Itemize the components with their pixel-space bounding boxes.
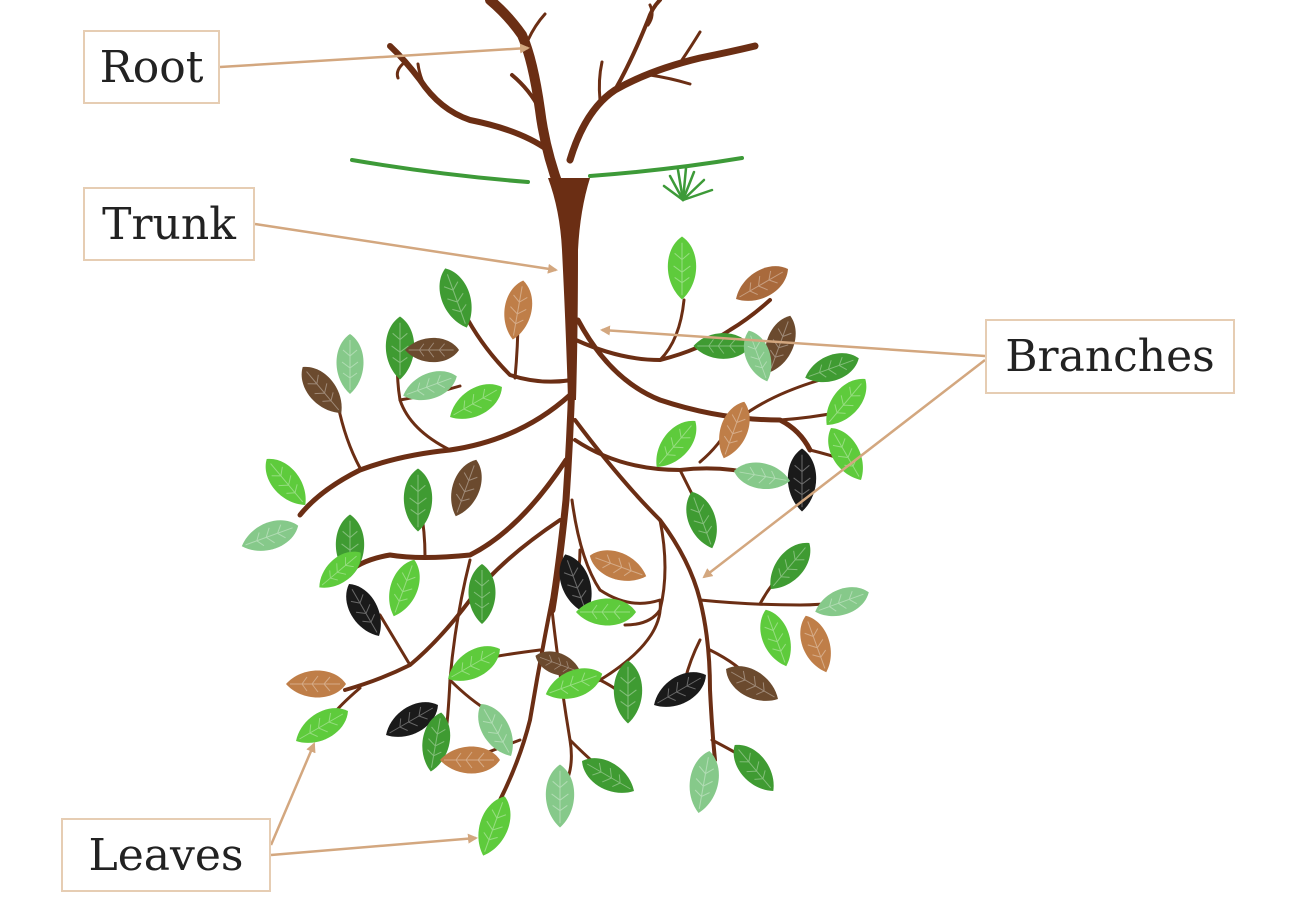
branch-left-6 bbox=[498, 598, 554, 802]
arrow-leaves-lower bbox=[270, 833, 478, 857]
leaf bbox=[689, 750, 719, 814]
root-top-twig bbox=[526, 12, 547, 42]
label-root: Root bbox=[83, 30, 220, 104]
branch-right-4 bbox=[573, 418, 717, 762]
leaf bbox=[800, 615, 831, 673]
leaf bbox=[613, 660, 643, 724]
arrow-branches-lower bbox=[702, 359, 986, 579]
branch-right-2a bbox=[738, 378, 822, 420]
trunk bbox=[548, 178, 590, 400]
leaf bbox=[389, 559, 420, 617]
leaf bbox=[559, 554, 592, 614]
root-right-twig-2 bbox=[646, 3, 654, 27]
leaf bbox=[439, 268, 472, 328]
leaf bbox=[760, 609, 791, 667]
leaf bbox=[686, 491, 717, 549]
leaf bbox=[404, 337, 460, 363]
root-right-twig-5 bbox=[597, 60, 604, 102]
leaf bbox=[667, 236, 697, 300]
leaf bbox=[319, 551, 361, 588]
root-main bbox=[485, 0, 565, 195]
branch-right-2 bbox=[575, 317, 813, 453]
leaf bbox=[733, 462, 791, 489]
leaf bbox=[826, 379, 867, 425]
leaf bbox=[770, 543, 811, 589]
branch-right-5 bbox=[623, 518, 667, 627]
leaf bbox=[726, 666, 778, 701]
grass-tuft bbox=[662, 166, 714, 202]
leaf bbox=[450, 384, 502, 419]
leaf bbox=[478, 704, 513, 756]
root-right-twig-4 bbox=[648, 73, 692, 86]
branch-left-3 bbox=[342, 457, 569, 578]
leaf bbox=[403, 371, 457, 400]
leaf bbox=[719, 401, 750, 459]
ground-line-left bbox=[350, 158, 530, 184]
leaves bbox=[241, 236, 869, 856]
leaf bbox=[805, 353, 859, 382]
label-trunk: Trunk bbox=[83, 187, 255, 261]
arrow-leaves-upper bbox=[269, 742, 316, 846]
leaf bbox=[296, 708, 348, 743]
branch-mid-1 bbox=[550, 608, 573, 792]
ground-grass bbox=[350, 156, 744, 202]
pointer-arrows bbox=[219, 43, 986, 857]
leaf bbox=[582, 758, 634, 793]
label-leaves: Leaves bbox=[61, 818, 271, 892]
branch-left-1 bbox=[297, 392, 573, 518]
leaf bbox=[576, 598, 636, 626]
arrow-root bbox=[219, 43, 530, 69]
ground-line-right bbox=[588, 156, 744, 178]
leaf bbox=[301, 367, 342, 413]
leaf bbox=[451, 459, 482, 517]
root-part bbox=[387, 0, 759, 195]
leaf bbox=[765, 315, 796, 373]
leaf bbox=[403, 468, 433, 532]
leaf bbox=[336, 334, 364, 394]
branch-left-5 bbox=[443, 558, 472, 742]
branch-left-4b bbox=[378, 613, 412, 667]
leaf bbox=[654, 672, 706, 707]
leaf bbox=[385, 316, 415, 380]
leaf bbox=[545, 764, 575, 828]
leaf bbox=[386, 702, 438, 737]
branch-left-1b bbox=[336, 403, 362, 470]
arrow-branches-upper bbox=[600, 325, 986, 358]
leaf bbox=[733, 745, 774, 791]
leaf bbox=[448, 646, 500, 681]
root-left-twig-1 bbox=[416, 62, 432, 97]
arrow-trunk bbox=[254, 222, 558, 274]
root-right-branch bbox=[566, 42, 759, 164]
leaf bbox=[422, 712, 451, 772]
branch-right-1 bbox=[574, 298, 772, 362]
leaf bbox=[440, 746, 500, 774]
root-right-twig-3 bbox=[680, 30, 702, 62]
label-branches: Branches bbox=[985, 319, 1235, 394]
leaf bbox=[265, 459, 306, 505]
leaf bbox=[828, 428, 863, 480]
root-left-twig-2 bbox=[395, 60, 407, 80]
leaf bbox=[815, 587, 869, 616]
root-left-branch bbox=[387, 43, 551, 153]
branch-trunk-lower bbox=[548, 376, 576, 614]
branch-left-2 bbox=[466, 318, 574, 384]
leaf bbox=[286, 670, 346, 698]
branch-right-1a bbox=[658, 298, 686, 362]
branch-right-4a bbox=[698, 598, 842, 607]
leaf bbox=[656, 421, 697, 467]
leaf bbox=[346, 584, 381, 636]
leaf bbox=[736, 266, 788, 301]
leaf bbox=[545, 668, 603, 699]
leaf bbox=[504, 280, 533, 340]
branch-left-4 bbox=[343, 518, 562, 692]
leaf bbox=[468, 564, 496, 624]
root-mid-branch bbox=[510, 73, 542, 112]
root-right-twig-1 bbox=[613, 0, 662, 92]
leaf bbox=[743, 330, 772, 382]
leaf bbox=[535, 651, 581, 676]
leaf bbox=[589, 550, 647, 581]
leaf bbox=[241, 520, 299, 551]
leaf bbox=[478, 796, 511, 856]
